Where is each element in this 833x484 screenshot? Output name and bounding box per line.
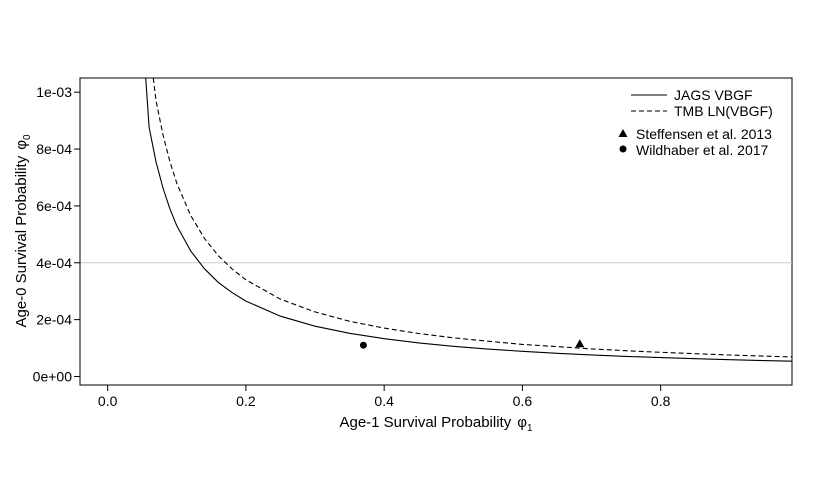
y-tick-label: 0e+00 <box>33 368 73 384</box>
y-axis-label: Age-0 Survival Probabilityφ0 <box>13 134 33 327</box>
series-line-jags-vbgf <box>145 78 792 362</box>
legend: JAGS VBGF TMB LN(VBGF) Steffensen et al.… <box>618 87 773 158</box>
x-tick-label: 0.2 <box>236 393 256 409</box>
legend-label-tmb: TMB LN(VBGF) <box>674 103 773 119</box>
x-tick-label: 0.8 <box>651 393 671 409</box>
legend-label-steffensen: Steffensen et al. 2013 <box>636 126 772 142</box>
x-tick-label: 0.0 <box>98 393 118 409</box>
legend-label-wildhaber: Wildhaber et al. 2017 <box>636 142 769 158</box>
points-layer <box>359 339 585 349</box>
x-axis: 0.0 0.2 0.4 0.6 0.8 <box>98 384 671 409</box>
legend-circle-marker <box>619 145 627 153</box>
y-tick-label: 6e-04 <box>36 198 72 214</box>
point-wildhaber-2017 <box>359 341 367 349</box>
y-tick-label: 2e-04 <box>36 312 72 328</box>
y-tick-label: 4e-04 <box>36 255 72 271</box>
y-tick-label: 8e-04 <box>36 141 72 157</box>
series-line-tmb-ln-vbgf <box>152 78 792 358</box>
x-tick-label: 0.4 <box>374 393 394 409</box>
x-axis-label: Age-1 Survival Probability φ1 <box>339 414 532 434</box>
series-layer <box>145 78 792 362</box>
point-steffensen-2013 <box>575 339 585 348</box>
y-tick-label: 1e-03 <box>36 84 72 100</box>
legend-triangle-marker <box>618 129 628 137</box>
legend-label-jags: JAGS VBGF <box>674 87 753 103</box>
plot-frame <box>79 77 793 386</box>
y-axis: 0e+00 2e-04 4e-04 6e-04 8e-04 1e-03 <box>33 84 81 384</box>
x-tick-label: 0.6 <box>513 393 533 409</box>
